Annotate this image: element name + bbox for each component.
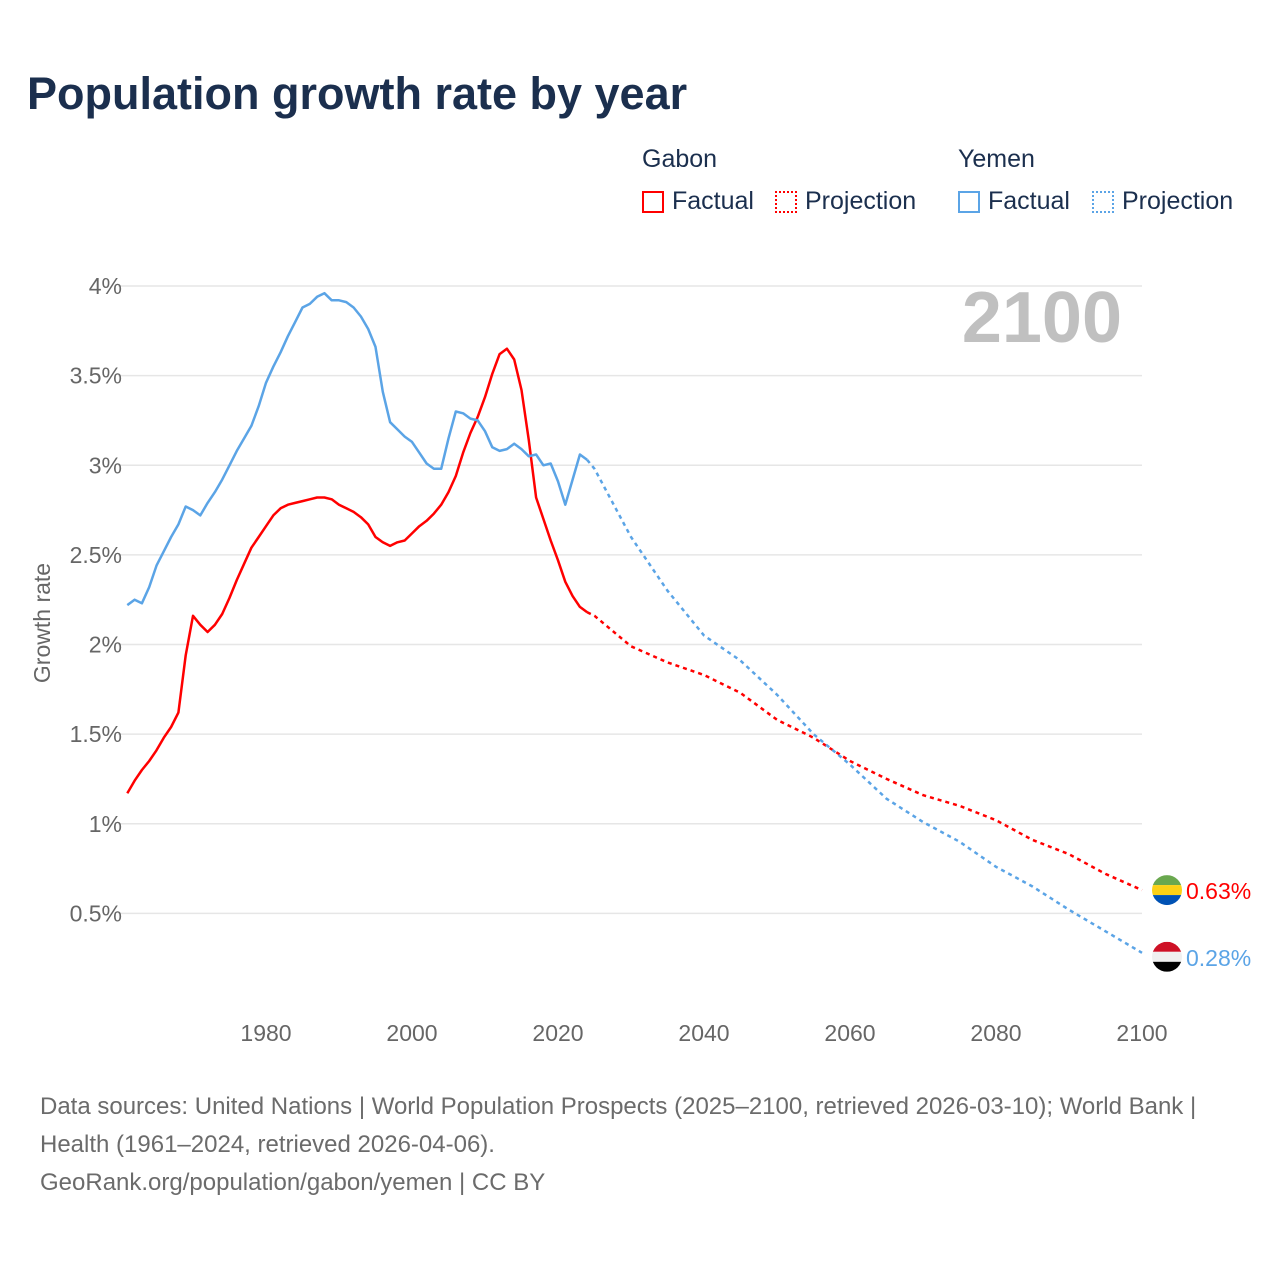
dotted-swatch-icon (1092, 190, 1114, 213)
chart-title: Population growth rate by year (27, 68, 688, 119)
yemen-projection-line (586, 459, 1143, 954)
legend-label: Projection (805, 187, 917, 215)
legend-yemen-projection[interactable]: Projection (1092, 187, 1233, 216)
flag-stripe (1152, 875, 1182, 886)
yemen-factual-line (126, 291, 588, 607)
legend-label: Factual (988, 187, 1070, 215)
legend-yemen-factual[interactable]: Factual (958, 187, 1070, 216)
flag-stripe (1152, 941, 1182, 952)
y-tick-label: 2.5% (70, 542, 122, 568)
solid-swatch-icon (958, 190, 980, 213)
x-tick-label: 2100 (1116, 1020, 1167, 1046)
y-tick-label: 2% (89, 632, 122, 658)
flag-stripe (1152, 885, 1182, 896)
flag-stripes (1152, 941, 1182, 972)
legend-gabon-factual[interactable]: Factual (642, 187, 754, 216)
credit-link[interactable]: GeoRank.org/population/gabon/yemen | CC … (40, 1169, 546, 1196)
dotted-swatch-icon (775, 190, 797, 213)
y-tick-label: 0.5% (70, 900, 122, 926)
legend-label: Projection (1122, 187, 1234, 215)
solid-swatch-icon (642, 190, 664, 213)
x-tick-label: 1980 (240, 1020, 291, 1046)
flag-stripe (1152, 961, 1182, 972)
year-watermark: 2100 (962, 278, 1122, 358)
x-tick-label: 2000 (386, 1020, 437, 1046)
y-tick-label: 1.5% (70, 721, 122, 747)
flag-stripes (1152, 875, 1182, 906)
x-tick-label: 2020 (532, 1020, 583, 1046)
gabon-factual-line (126, 347, 588, 794)
y-tick-label: 3% (89, 452, 122, 478)
yemen-end-label: 0.28% (1186, 945, 1251, 971)
legend-label: Factual (672, 187, 754, 215)
flag-stripe (1152, 895, 1182, 906)
gabon-projection-line (586, 611, 1143, 892)
data-sources: Data sources: United Nations | World Pop… (40, 1093, 1197, 1158)
x-tick-label: 2060 (824, 1020, 875, 1046)
y-tick-label: 1% (89, 811, 122, 837)
gabon-flag-icon (1152, 875, 1182, 906)
x-tick-label: 2040 (678, 1020, 729, 1046)
flag-stripe (1152, 951, 1182, 962)
legend-gabon-projection[interactable]: Projection (775, 187, 916, 216)
footer: Data sources: United Nations | World Pop… (40, 1088, 1240, 1202)
yemen-flag-icon (1152, 941, 1182, 972)
line-chart: 0.5% 1% 1.5% 2% 2.5% 3% 3.5% 4% 1980 2000 2020 204… (29, 273, 1251, 1046)
x-tick-label: 2080 (970, 1020, 1021, 1046)
legend-yemen-heading: Yemen (958, 145, 1035, 173)
gabon-end-label: 0.63% (1186, 878, 1251, 904)
y-tick-label: 3.5% (70, 363, 122, 389)
y-axis-label: Growth rate (29, 563, 55, 683)
y-tick-label: 4% (89, 273, 122, 299)
legend-gabon-heading: Gabon (642, 145, 718, 173)
